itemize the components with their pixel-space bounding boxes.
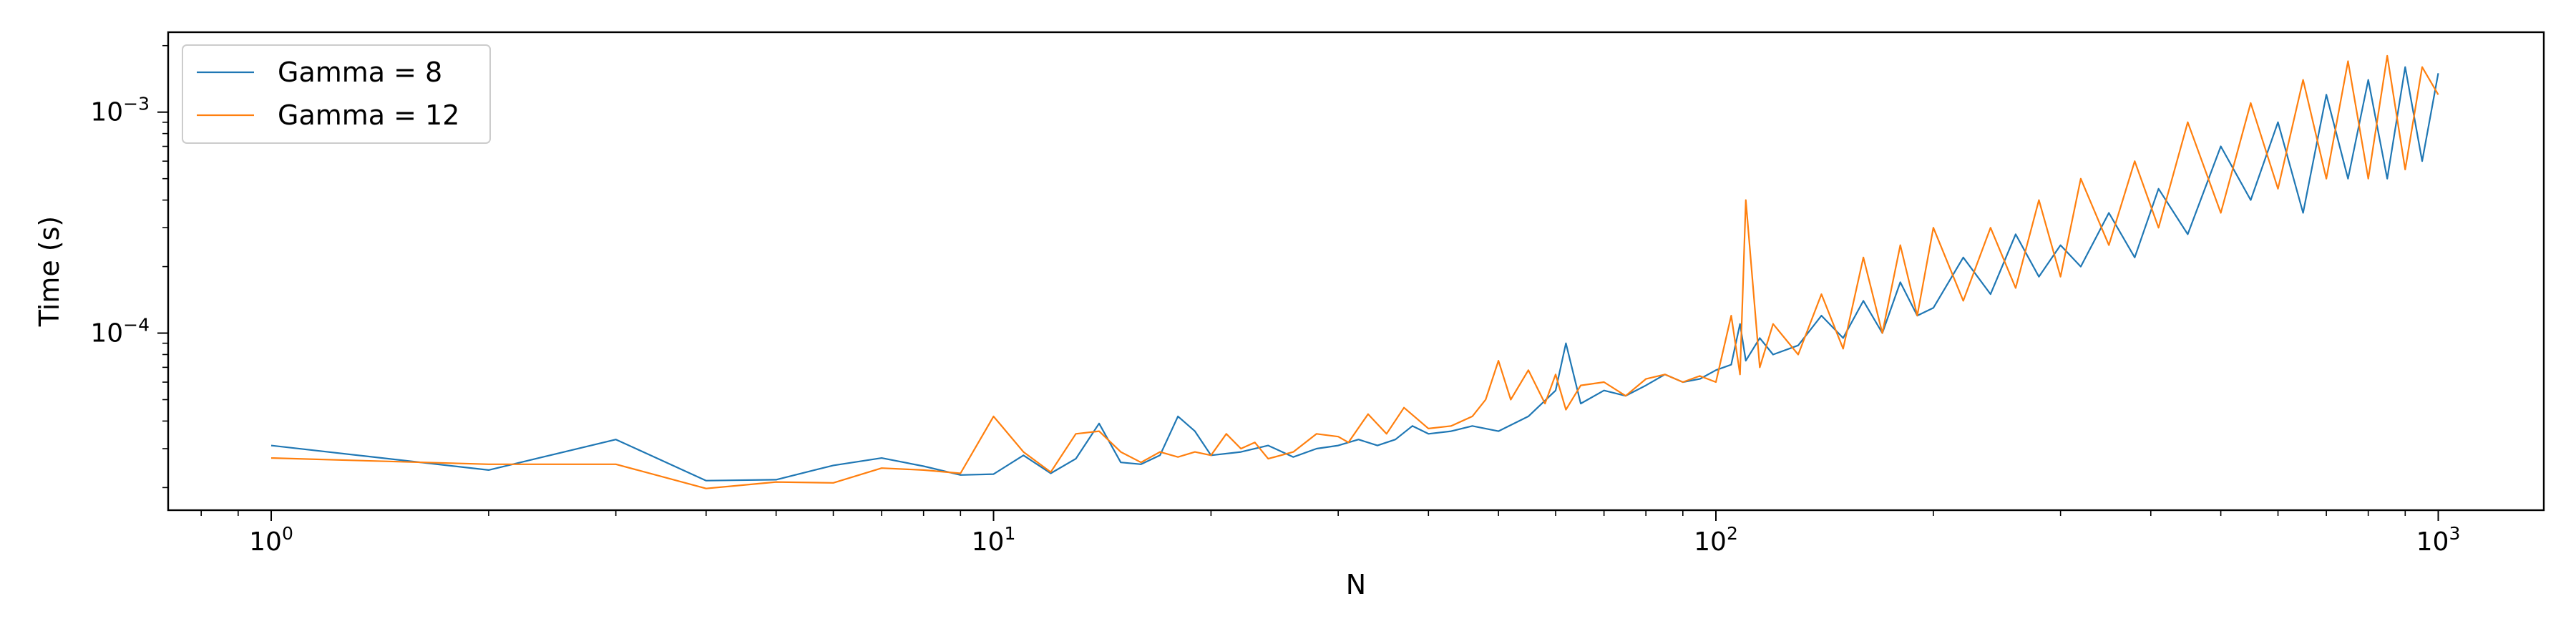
legend-box	[182, 44, 491, 144]
legend-label-gamma-12: Gamma = 12	[278, 99, 459, 131]
y-tick-label: 10−3	[90, 94, 150, 127]
x-tick-label: 102	[1694, 523, 1738, 557]
x-tick-label: 100	[249, 523, 293, 557]
x-axis-ticks: 100 101 102 103	[200, 510, 2461, 557]
legend-label-gamma-8: Gamma = 8	[278, 57, 442, 88]
legend: Gamma = 8 Gamma = 12	[182, 44, 491, 144]
plot-area	[167, 31, 2545, 512]
series-line-0	[270, 66, 2439, 482]
series-line-1	[270, 54, 2439, 489]
x-tick-label: 101	[972, 523, 1016, 557]
y-axis-label: Time (s)	[34, 216, 65, 328]
axes-frame	[167, 31, 2545, 512]
series-layer	[270, 54, 2439, 489]
x-tick-label: 103	[2416, 523, 2461, 557]
y-tick-label: 10−4	[90, 315, 150, 348]
x-axis-label: N	[1346, 569, 1366, 600]
y-axis-ticks: 10−4 10−3	[90, 44, 168, 489]
